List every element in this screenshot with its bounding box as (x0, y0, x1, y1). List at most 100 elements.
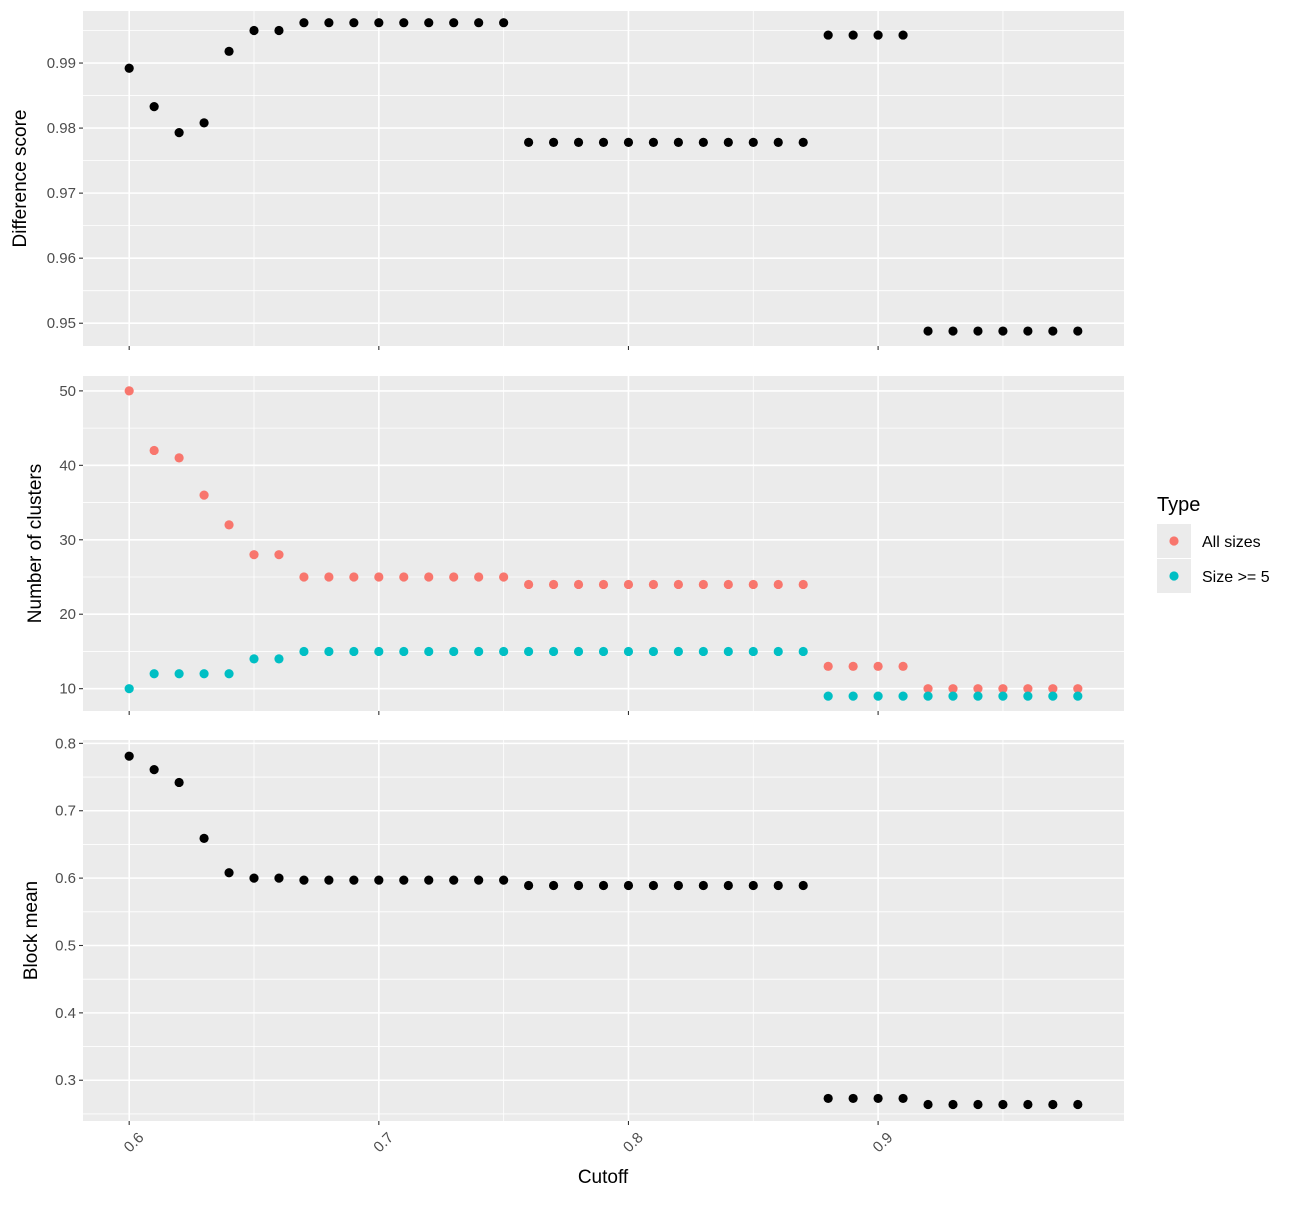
y-tick-label: 0.6 (55, 870, 76, 887)
data-point (623, 579, 634, 590)
data-point (998, 1099, 1008, 1110)
y-tick-label: 0.97 (47, 185, 76, 202)
y-tick-label: 0.98 (47, 120, 76, 137)
data-point (948, 1099, 958, 1110)
data-point (898, 30, 908, 40)
data-point (224, 520, 234, 530)
data-point (798, 579, 808, 590)
y-axis-title: Block mean (21, 881, 42, 980)
data-point (399, 875, 409, 885)
data-point (299, 572, 309, 582)
x-axis: 0.6 0.7 0.8 0.9 (121, 1129, 897, 1156)
data-point (948, 684, 958, 694)
data-point (374, 572, 384, 582)
y-tick-label: 0.3 (55, 1072, 76, 1089)
data-point (249, 550, 259, 560)
legend: Type All sizes Size >= 5 (1157, 494, 1270, 593)
data-point (1048, 691, 1058, 701)
data-point (723, 646, 733, 657)
panels-layer: 0.99 0.98 0.97 0.96 0.95 Difference score 50 40… (10, 11, 1124, 1125)
data-point (623, 880, 634, 891)
x-tick-label: 0.9 (870, 1129, 897, 1156)
data-point (648, 137, 659, 147)
data-point (224, 669, 234, 679)
data-point (923, 326, 933, 336)
y-tick-label: 0.8 (55, 735, 76, 752)
panel-2: 50 40 30 20 10 Number of clusters (25, 376, 1124, 715)
panel-3: 0.8 0.7 0.6 0.5 0.4 0.3 Block mean (21, 735, 1124, 1125)
data-point (773, 880, 783, 891)
data-point (274, 873, 284, 883)
data-point (823, 661, 833, 671)
data-point (823, 30, 833, 40)
data-point (598, 880, 609, 891)
data-point (424, 572, 434, 582)
data-point (748, 579, 758, 590)
data-point (349, 875, 359, 885)
data-point (698, 579, 708, 590)
data-point (548, 137, 559, 147)
data-point (474, 875, 484, 885)
data-point (748, 646, 758, 657)
data-point (573, 880, 584, 891)
data-point (1023, 326, 1033, 336)
data-point (449, 18, 459, 28)
data-point (898, 1093, 908, 1104)
data-point (923, 1099, 933, 1110)
data-point (823, 1093, 833, 1104)
y-tick-label: 50 (59, 383, 76, 400)
data-point (299, 18, 309, 28)
data-point (548, 579, 559, 590)
data-point (748, 137, 758, 147)
data-point (299, 646, 309, 657)
x-axis-title: Cutoff (578, 1167, 629, 1188)
data-point (149, 102, 159, 112)
data-point (573, 137, 584, 147)
data-point (474, 646, 484, 657)
data-point (548, 880, 559, 891)
data-point (199, 118, 209, 128)
data-point (948, 326, 958, 336)
x-tick-label: 0.6 (121, 1129, 148, 1156)
data-point (1023, 684, 1033, 694)
series-size-5 (124, 646, 1083, 701)
data-point (923, 691, 933, 701)
data-point (848, 1093, 858, 1104)
data-point (174, 453, 184, 463)
data-point (573, 579, 584, 590)
data-point (823, 691, 833, 701)
data-point (349, 646, 359, 657)
data-point (199, 669, 209, 679)
data-point (973, 326, 983, 336)
data-point (773, 579, 783, 590)
data-point (848, 691, 858, 701)
x-tick-label: 0.8 (620, 1129, 647, 1156)
data-point (598, 137, 609, 147)
y-tick-label: 0.96 (47, 250, 76, 267)
data-point (449, 875, 459, 885)
data-point (149, 445, 159, 456)
legend-key-marker (1169, 536, 1179, 546)
series-1 (124, 18, 1083, 336)
data-point (723, 880, 733, 891)
data-point (973, 691, 983, 701)
data-point (174, 128, 184, 138)
y-tick-label: 30 (59, 532, 76, 549)
data-point (798, 880, 808, 891)
data-point (124, 684, 134, 694)
x-tick-label: 0.7 (370, 1129, 397, 1156)
data-point (998, 684, 1008, 694)
data-point (798, 137, 808, 147)
data-point (274, 25, 284, 36)
data-point (199, 490, 209, 500)
series-all-sizes (124, 386, 1083, 694)
data-point (973, 1099, 983, 1110)
y-tick-label: 0.7 (55, 803, 76, 820)
data-point (898, 661, 908, 671)
legend-item: Size >= 5 (1157, 559, 1270, 593)
panel-background (83, 740, 1124, 1121)
data-point (299, 875, 309, 885)
data-point (698, 646, 708, 657)
y-tick-label: 40 (59, 457, 76, 474)
